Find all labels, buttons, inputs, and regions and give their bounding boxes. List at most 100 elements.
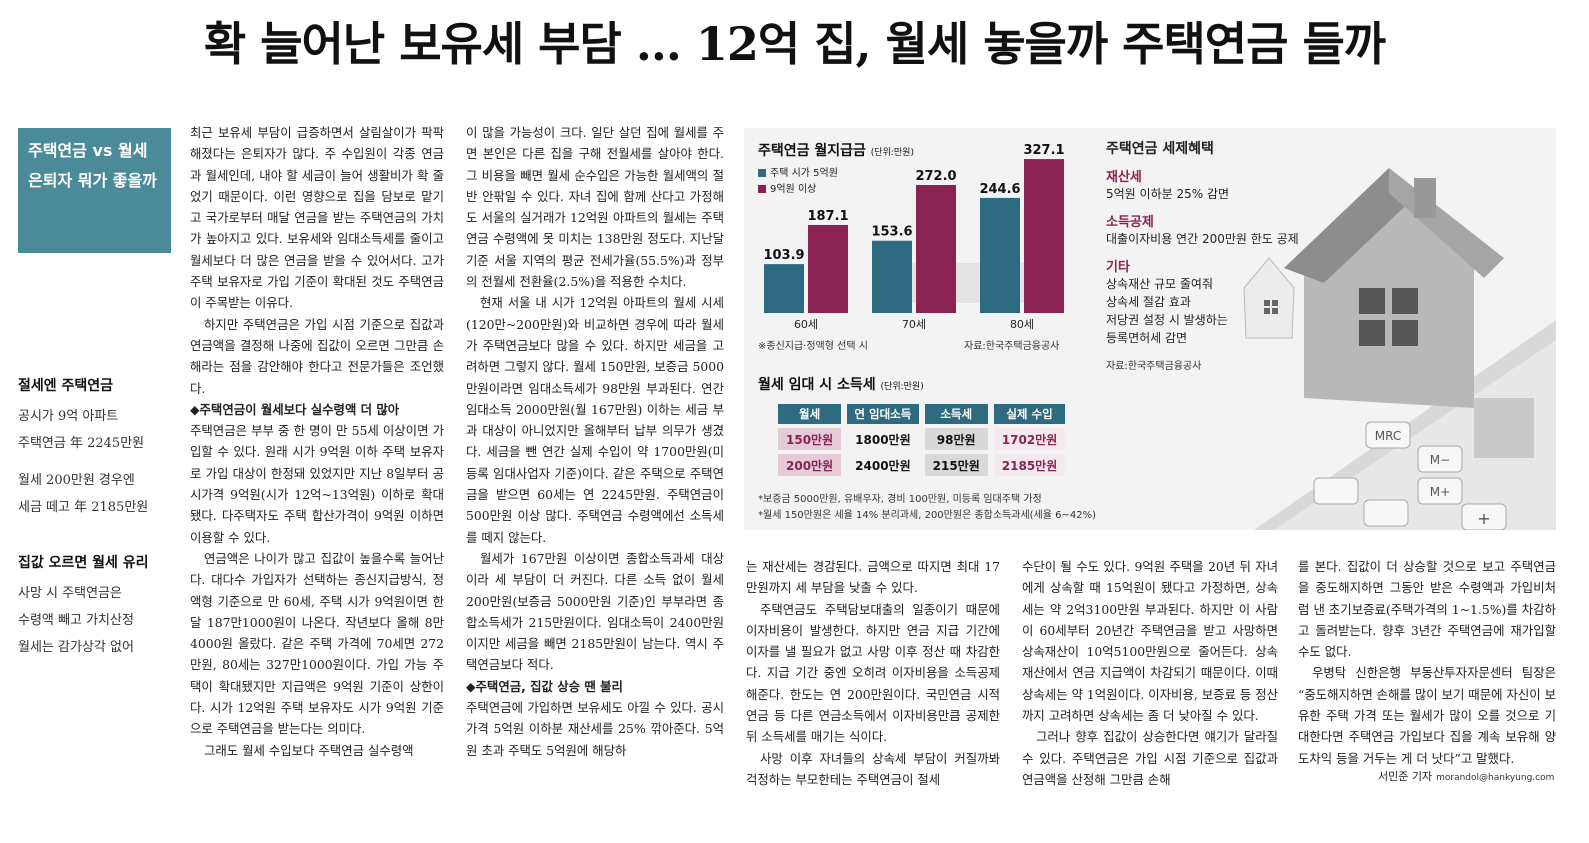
- tax-item: 재산세 5억원 이하분 25% 감면: [1106, 166, 1316, 203]
- table-cell: 98만원: [924, 428, 988, 450]
- bar-60세-1: [808, 224, 848, 313]
- paragraph: 현재 서울 내 시가 12억원 아파트의 월세 시세(120만~200만원)와 …: [466, 295, 724, 545]
- calc-key-mrc: MRC: [1375, 429, 1401, 443]
- tax-item: 소득공제 대출이자비용 연간 200만원 한도 공제: [1106, 211, 1316, 248]
- legend-swatch-teal: [758, 169, 766, 177]
- side-line: 세금 떼고 年 2185만원: [18, 500, 149, 515]
- paragraph: 주택연금도 주택담보대출의 일종이기 때문에 이자비용이 발생한다. 하지만 연…: [746, 601, 1000, 745]
- subheading: ◆주택연금이 월세보다 실수령액 더 많아: [190, 401, 400, 417]
- paragraph: 그러나 향후 집값이 상승한다면 얘기가 달라질 수 있다. 주택연금은 가입 …: [1022, 729, 1278, 787]
- paragraph: 는 재산세는 경감된다. 금액으로 따지면 최대 17만원까지 세 부담을 낮출…: [746, 559, 1000, 596]
- table-row: 150만원 1800만원 98만원 1702만원: [778, 428, 1066, 450]
- tax-item: 기타 상속재산 규모 줄여줘 상속세 절감 효과 저당권 설정 시 발생하는 등…: [1106, 256, 1316, 347]
- tax-item-head: 소득공제: [1106, 215, 1154, 230]
- article-column-2: 이 많을 가능성이 크다. 일단 살던 집에 월세를 주면 본인은 다른 집을 …: [466, 122, 724, 812]
- chart-source: 자료:한국주택금융공사: [964, 341, 1060, 352]
- bar-value-label: 103.9: [763, 248, 804, 263]
- paragraph: 월세가 167만원 이상이면 종합소득과세 대상이라 세 부담이 더 커진다. …: [466, 550, 724, 673]
- chart-note: ※종신지급·정액형 선택 시: [758, 341, 868, 352]
- tax-item-line: 5억원 이하분 25% 감면: [1106, 187, 1230, 201]
- paragraph: 수단이 될 수도 있다. 9억원 주택을 20년 뒤 자녀에게 상속할 때 15…: [1022, 559, 1278, 724]
- table-note: *월세 150만원은 세율 14% 분리과세, 200만원은 종합소득과세(세율…: [758, 510, 1097, 521]
- table-cell: 2185만원: [993, 454, 1066, 476]
- table-cell: 215만원: [924, 454, 988, 476]
- table-note: *보증금 5000만원, 유배우자, 경비 100만원, 미등록 임대주택 가정: [758, 494, 1042, 505]
- bar-value-label: 272.0: [915, 169, 956, 184]
- table-cell: 150만원: [778, 428, 842, 450]
- summary-line-2: 은퇴자 뭐가 좋을까: [28, 171, 157, 190]
- paragraph: 주택연금은 부부 중 한 명이 만 55세 이상이면 가입할 수 있다. 원래 …: [190, 423, 444, 545]
- side-summary-2: 집값 오르면 월세 유리 사망 시 주택연금은 수령액 빼고 가치산정 월세는 …: [18, 552, 178, 661]
- x-tick-label: 80세: [1010, 318, 1034, 331]
- subheading: ◆주택연금, 집값 상승 땐 불리: [466, 678, 623, 694]
- legend-swatch-plum: [758, 185, 766, 193]
- calc-key-mplus: M+: [1430, 485, 1450, 499]
- table-cell: 1702만원: [993, 428, 1066, 450]
- bar-80세-1: [1024, 159, 1064, 313]
- pension-bar-chart: 103.9 187.1 60세 153.6 272.0 70세 244.6 327.1 80세: [763, 143, 1064, 331]
- side-line: 월세 200만원 경우엔: [18, 473, 135, 488]
- paragraph: 우병탁 신한은행 부동산투자자문센터 팀장은 “중도해지하면 손해를 많이 보기…: [1298, 665, 1556, 766]
- calc-key-plus: +: [1477, 509, 1490, 528]
- tax-table: 월세 연 임대소득 소득세 실제 수입 150만원 1800만원 98만원 17…: [772, 400, 1071, 480]
- tax-panel-title: 주택연금 세제혜택: [1106, 141, 1214, 157]
- bar-value-label: 327.1: [1023, 143, 1064, 158]
- tax-benefit-panel: 주택연금 세제혜택 재산세 5억원 이하분 25% 감면 소득공제 대출이자비용…: [1106, 138, 1316, 372]
- bar-value-label: 244.6: [979, 182, 1020, 197]
- infographic: MRC M− M+ + 주택연금 월지급금 (단위:만원) 주택 시가 5억원 …: [744, 128, 1556, 530]
- table-unit: (단위:만원): [880, 382, 924, 392]
- house-calculator-illustration: MRC M− M+ +: [1243, 168, 1556, 530]
- side-line: 주택연금 年 2245만원: [18, 436, 145, 451]
- table-cell: 200만원: [778, 454, 842, 476]
- tax-item-line: 대출이자비용 연간 200만원 한도 공제: [1106, 232, 1299, 246]
- side-line: 사망 시 주택연금은: [18, 586, 122, 601]
- paragraph: 연금액은 나이가 많고 집값이 높을수록 늘어난다. 대다수 가입자가 선택하는…: [190, 550, 444, 737]
- reporter-email: morandol@hankyung.com: [1436, 773, 1555, 783]
- table-row: 200만원 2400만원 215만원 2185만원: [778, 454, 1066, 476]
- side-line: 수령액 빼고 가치산정: [18, 613, 134, 628]
- legend-label: 주택 시가 5억원: [770, 168, 838, 179]
- x-tick-label: 60세: [794, 318, 818, 331]
- table-header: 연 임대소득: [847, 404, 919, 424]
- table-header-row: 월세 연 임대소득 소득세 실제 수입: [778, 404, 1066, 424]
- bar-value-label: 187.1: [807, 209, 848, 224]
- tax-item-line: 등록면허세 감면: [1106, 331, 1188, 345]
- article-column-1: 최근 보유세 부담이 급증하면서 살림살이가 팍팍해졌다는 은퇴자가 많다. 주…: [190, 122, 444, 792]
- bar-60세-0: [764, 264, 804, 313]
- article-column-4: 수단이 될 수도 있다. 9억원 주택을 20년 뒤 자녀에게 상속할 때 15…: [1022, 556, 1278, 812]
- headline: 확 늘어난 보유세 부담 … 12억 집, 월세 놓을까 주택연금 들까: [203, 17, 1386, 71]
- table-cell: 1800만원: [855, 432, 911, 447]
- side-line: 공시가 9억 아파트: [18, 409, 119, 424]
- paragraph: 최근 보유세 부담이 급증하면서 살림살이가 팍팍해졌다는 은퇴자가 많다. 주…: [190, 125, 444, 311]
- chart-legend: 주택 시가 5억원 9억원 이상: [758, 166, 838, 198]
- side-heading: 집값 오르면 월세 유리: [18, 555, 149, 571]
- tax-item-line: 상속세 절감 효과: [1106, 295, 1191, 309]
- legend-label: 9억원 이상: [770, 184, 817, 195]
- byline: 서민준 기자 morandol@hankyung.com: [1378, 768, 1554, 784]
- paragraph: 하지만 주택연금은 가입 시점 기준으로 집값과 연금액을 결정해 나중에 집값…: [190, 316, 444, 396]
- table-header: 월세: [778, 404, 842, 424]
- side-line: 월세는 감가상각 없어: [18, 640, 134, 655]
- chart-title: 주택연금 월지급금 (단위:만원): [758, 143, 914, 159]
- paragraph: 사망 이후 자녀들의 상속세 부담이 커질까봐 걱정하는 부모한테는 주택연금이…: [746, 750, 1000, 787]
- bar-80세-0: [980, 197, 1020, 313]
- side-heading: 절세엔 주택연금: [18, 378, 114, 394]
- article-column-3: 는 재산세는 경감된다. 금액으로 따지면 최대 17만원까지 세 부담을 낮출…: [746, 556, 1000, 812]
- paragraph: 그래도 월세 수입보다 주택연금 실수령액: [204, 742, 414, 758]
- bar-value-label: 153.6: [871, 225, 912, 240]
- paragraph: 주택연금에 가입하면 보유세도 아낄 수 있다. 공시가격 5억원 이하분 재산…: [466, 700, 724, 758]
- calc-key-mminus: M−: [1430, 453, 1450, 467]
- paragraph: 이 많을 가능성이 크다. 일단 살던 집에 월세를 주면 본인은 다른 집을 …: [466, 125, 724, 290]
- table-header: 실제 수입: [993, 404, 1066, 424]
- reporter-name: 서민준 기자: [1378, 770, 1433, 783]
- table-header: 소득세: [924, 404, 988, 424]
- summary-line-1: 주택연금 vs 월세: [28, 141, 148, 160]
- tax-item-line: 상속재산 규모 줄여줘: [1106, 277, 1213, 291]
- x-tick-label: 70세: [902, 318, 926, 331]
- paragraph: 를 본다. 집값이 더 상승할 것으로 보고 주택연금을 중도해지하면 그동안 …: [1298, 559, 1556, 660]
- tax-item-head: 기타: [1106, 260, 1130, 275]
- bar-70세-0: [872, 240, 912, 313]
- table-title: 월세 임대 시 소득세 (단위:만원): [758, 377, 924, 393]
- article-column-5: 를 본다. 집값이 더 상승할 것으로 보고 주택연금을 중도해지하면 그동안 …: [1298, 556, 1556, 768]
- bar-70세-1: [916, 185, 956, 313]
